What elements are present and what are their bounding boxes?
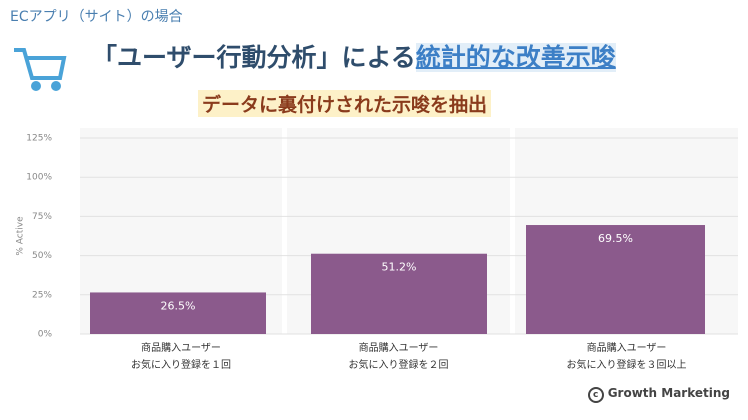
credit-text: Growth Marketing — [607, 386, 730, 400]
y-tick-label: 50% — [32, 251, 52, 261]
cart-icon — [14, 48, 67, 91]
title-part2: 統計的な改善示唆 — [415, 43, 616, 72]
bar — [526, 225, 705, 334]
bar — [311, 253, 487, 334]
value-label: 69.5% — [598, 232, 633, 245]
context-label: ECアプリ（サイト）の場合 — [10, 9, 183, 25]
y-tick-label: 0% — [38, 330, 53, 340]
credit: c Growth Marketing — [587, 386, 730, 403]
y-tick-label: 25% — [32, 290, 52, 300]
subtitle: データに裏付けされた示唆を抽出 — [198, 90, 492, 117]
y-tick-label: 125% — [26, 134, 52, 144]
title-part1: 「ユーザー行動分析」による — [92, 43, 416, 72]
y-tick-label: 75% — [32, 212, 52, 222]
value-label: 26.5% — [161, 299, 196, 312]
value-label: 51.2% — [382, 261, 417, 274]
copyright-icon: c — [587, 387, 604, 403]
x-tick-label: 商品購入ユーザー お気に入り登録を１回 — [131, 343, 231, 371]
x-tick-label: 商品購入ユーザー お気に入り登録を２回 — [348, 343, 449, 371]
x-tick-label: 商品購入ユーザー お気に入り登録を３回以上 — [566, 343, 687, 371]
y-tick-label: 100% — [26, 173, 52, 183]
title: 「ユーザー行動分析」による統計的な改善示唆 — [92, 38, 616, 74]
y-axis-label: % Active — [16, 216, 26, 256]
bar — [90, 292, 266, 334]
